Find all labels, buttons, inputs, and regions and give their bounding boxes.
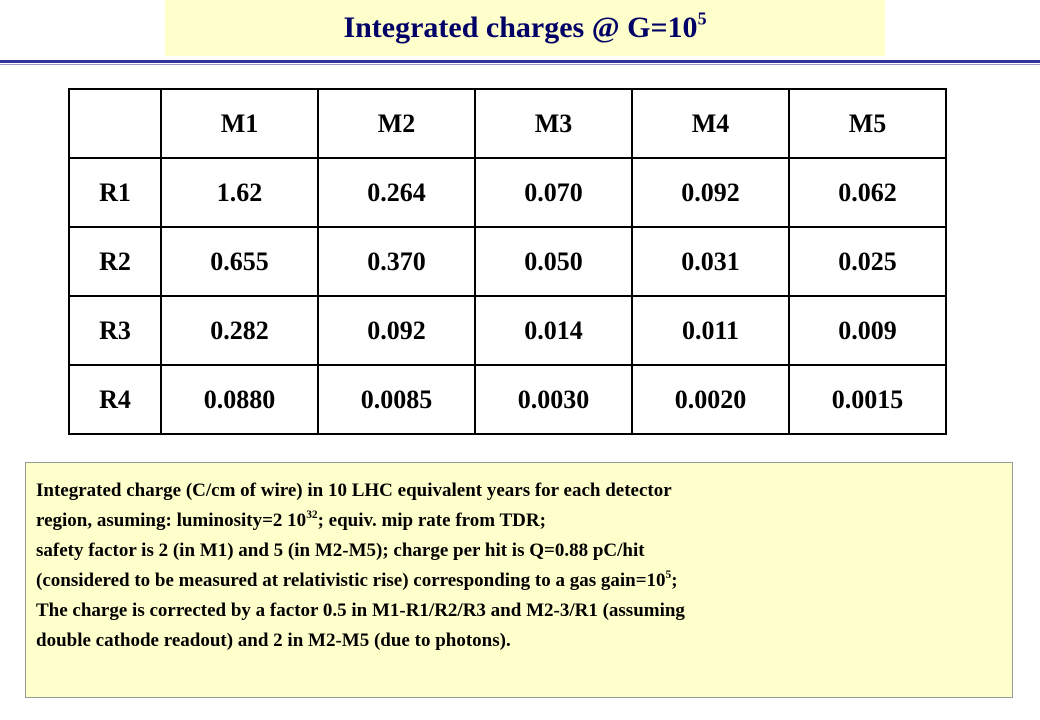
value-cell: 0.070 bbox=[474, 157, 633, 228]
value-cell: 0.0880 bbox=[160, 364, 319, 435]
note-line: (considered to be measured at relativist… bbox=[36, 566, 1012, 596]
header-cell: M3 bbox=[474, 88, 633, 159]
title-box: Integrated charges @ G=105 bbox=[165, 0, 885, 56]
value-cell: 0.0020 bbox=[631, 364, 790, 435]
title-text: Integrated charges @ G=10 bbox=[343, 11, 698, 44]
value-cell: 0.031 bbox=[631, 226, 790, 297]
value-cell: 0.009 bbox=[788, 295, 947, 366]
header-cell: M2 bbox=[317, 88, 476, 159]
value-cell: 0.092 bbox=[631, 157, 790, 228]
row-label: R2 bbox=[68, 226, 162, 297]
title-sup: 5 bbox=[697, 8, 707, 29]
value-cell: 0.092 bbox=[317, 295, 476, 366]
row: R1 1.62 0.264 0.070 0.092 0.062 bbox=[68, 157, 947, 228]
note-line: The charge is corrected by a factor 0.5 … bbox=[36, 596, 1012, 626]
value-cell: 1.62 bbox=[160, 157, 319, 228]
note-text: The charge is corrected by a factor 0.5 … bbox=[36, 600, 685, 621]
row: R2 0.655 0.370 0.050 0.031 0.025 bbox=[68, 226, 947, 297]
value-cell: 0.014 bbox=[474, 295, 633, 366]
note-text: ; bbox=[671, 570, 678, 591]
value-cell: 0.050 bbox=[474, 226, 633, 297]
value-cell: 0.655 bbox=[160, 226, 319, 297]
superscript: 5 bbox=[665, 569, 672, 582]
row-label: R3 bbox=[68, 295, 162, 366]
note-text: (considered to be measured at relativist… bbox=[36, 570, 666, 591]
header-cell: M5 bbox=[788, 88, 947, 159]
value-cell: 0.264 bbox=[317, 157, 476, 228]
note-text: safety factor is 2 (in M1) and 5 (in M2-… bbox=[36, 540, 645, 561]
header-cell: M4 bbox=[631, 88, 790, 159]
value-cell: 0.0085 bbox=[317, 364, 476, 435]
superscript: 32 bbox=[306, 509, 318, 522]
row: R3 0.282 0.092 0.014 0.011 0.009 bbox=[68, 295, 947, 366]
note-line: region, asuming: luminosity=2 1032; equi… bbox=[36, 506, 1012, 536]
header-cell bbox=[68, 88, 162, 159]
note-box: Integrated charge (C/cm of wire) in 10 L… bbox=[25, 462, 1013, 698]
note-text: double cathode readout) and 2 in M2-M5 (… bbox=[36, 630, 511, 651]
value-cell: 0.062 bbox=[788, 157, 947, 228]
value-cell: 0.370 bbox=[317, 226, 476, 297]
note-text: ; equiv. mip rate from TDR; bbox=[317, 510, 546, 531]
charge-table: M1 M2 M3 M4 M5 R1 1.62 0.264 0.070 0.092 0.062 R2 0.… bbox=[68, 88, 947, 435]
row-label: R1 bbox=[68, 157, 162, 228]
row: R4 0.0880 0.0085 0.0030 0.0020 0.0015 bbox=[68, 364, 947, 435]
value-cell: 0.282 bbox=[160, 295, 319, 366]
note-line: double cathode readout) and 2 in M2-M5 (… bbox=[36, 626, 1012, 656]
note-text: Integrated charge (C/cm of wire) in 10 L… bbox=[36, 480, 672, 501]
value-cell: 0.011 bbox=[631, 295, 790, 366]
value-cell: 0.0030 bbox=[474, 364, 633, 435]
row-label: R4 bbox=[68, 364, 162, 435]
note-text: region, asuming: luminosity=2 10 bbox=[36, 510, 307, 531]
rule bbox=[0, 60, 1040, 63]
value-cell: 0.025 bbox=[788, 226, 947, 297]
header-row: M1 M2 M3 M4 M5 bbox=[68, 88, 947, 159]
rule bbox=[0, 64, 1040, 65]
note-line: Integrated charge (C/cm of wire) in 10 L… bbox=[36, 476, 1012, 506]
value-cell: 0.0015 bbox=[788, 364, 947, 435]
header-cell: M1 bbox=[160, 88, 319, 159]
note-line: safety factor is 2 (in M1) and 5 (in M2-… bbox=[36, 536, 1012, 566]
